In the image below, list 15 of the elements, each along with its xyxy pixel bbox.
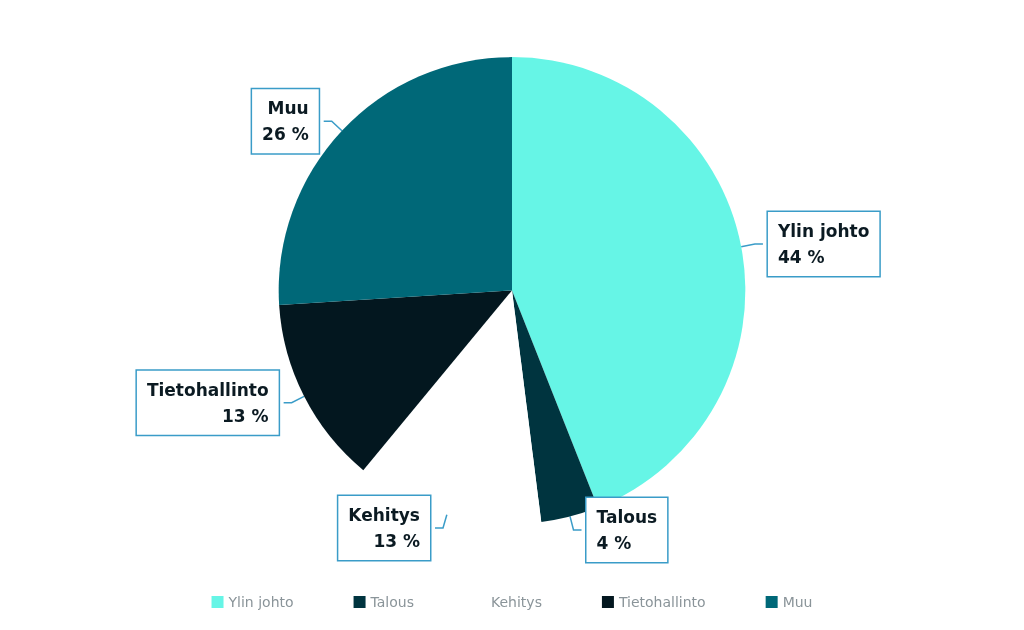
category-label: Kehitys	[491, 594, 542, 610]
data-label: 4 %	[596, 532, 632, 553]
slice-label: Talous	[596, 506, 658, 527]
legend-label: Tietohallinto	[617, 594, 706, 610]
data-label: 44 %	[777, 247, 825, 268]
slice-label: Muu	[267, 98, 309, 119]
data-label: 13 %	[373, 530, 420, 551]
data-label: 26 %	[262, 124, 309, 145]
slice-label: Kehitys	[348, 504, 420, 525]
legend-label: Talous	[369, 594, 414, 610]
slice-label: Ylin johto	[776, 221, 870, 242]
data-label: 13 %	[222, 405, 269, 426]
legend-label: Muu	[782, 594, 813, 610]
legend-label: Ylin johto	[227, 594, 294, 610]
slice-label: Tietohallinto	[146, 379, 269, 400]
